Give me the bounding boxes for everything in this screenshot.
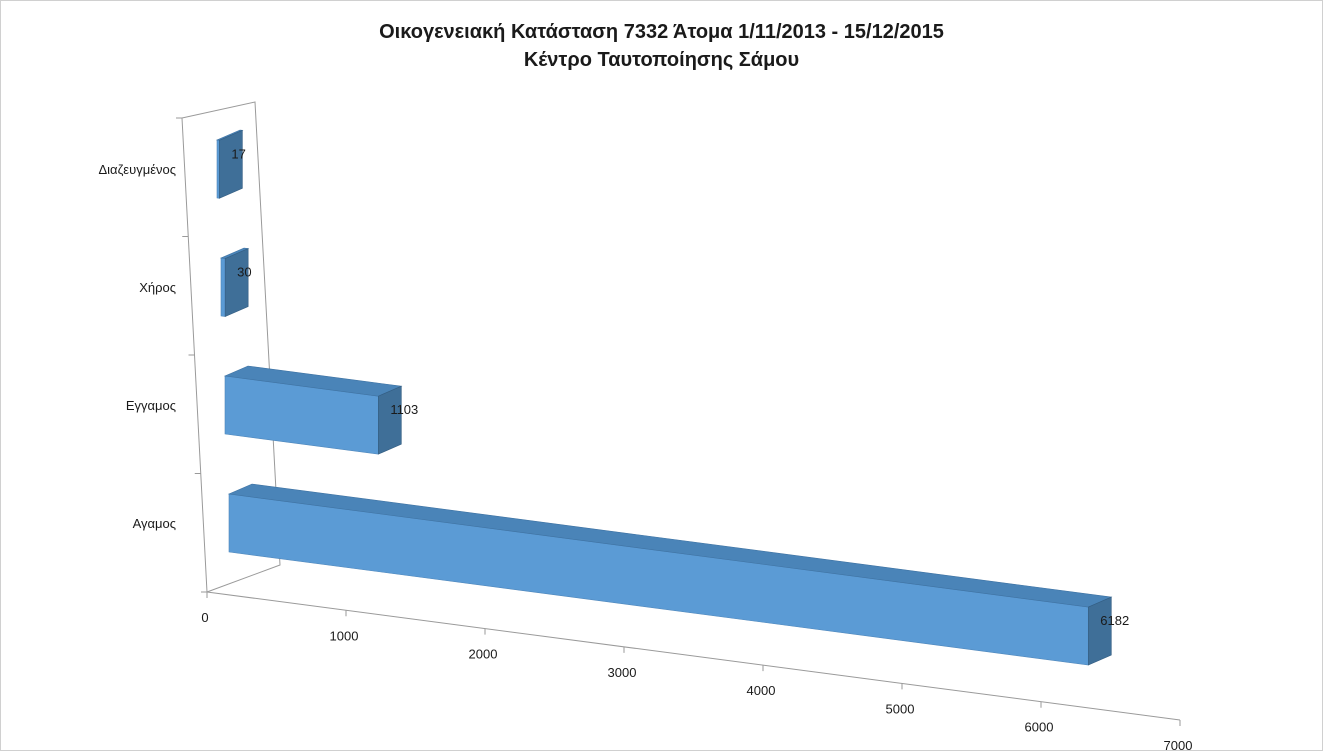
category-label-3: Διαζευγμένος [98,162,176,177]
data-label-0: 6182 [1100,613,1129,628]
x-axis-line [206,591,1181,721]
bar-side-3 [219,129,243,199]
x-tick-label: 1000 [330,628,359,643]
bar-side-2 [224,248,249,318]
back-wall [181,101,281,593]
x-tick-label: 0 [201,610,208,625]
data-label-1: 1103 [390,402,418,417]
x-tick-label: 5000 [886,701,915,716]
bar-front-2 [220,257,226,317]
x-tick-label: 4000 [747,683,776,698]
chart-title-line: Οικογενειακή Κατάσταση 7332 Άτομα 1/11/2… [379,21,944,43]
category-label-1: Εγγαμος [126,398,176,413]
bar-side-1 [378,385,402,455]
chart-subtitle: Κέντρο Ταυτοποίησης Σάμου [523,49,800,71]
x-tick-label: 3000 [608,665,637,680]
x-tick-label: 2000 [469,647,498,662]
x-tick-label: 7000 [1164,738,1193,751]
data-label-2: 30 [237,265,251,280]
data-label-3: 17 [231,146,245,161]
bar-side-0 [1087,596,1112,666]
x-tick-label: 6000 [1025,720,1054,735]
chart-title: Οικογενειακή Κατάσταση 7332 Άτομα 1/11/2… [0,18,1323,74]
category-label-0: Αγαμος [133,516,176,531]
bar-front-3 [216,139,220,199]
category-label-2: Χήρος [139,280,176,295]
